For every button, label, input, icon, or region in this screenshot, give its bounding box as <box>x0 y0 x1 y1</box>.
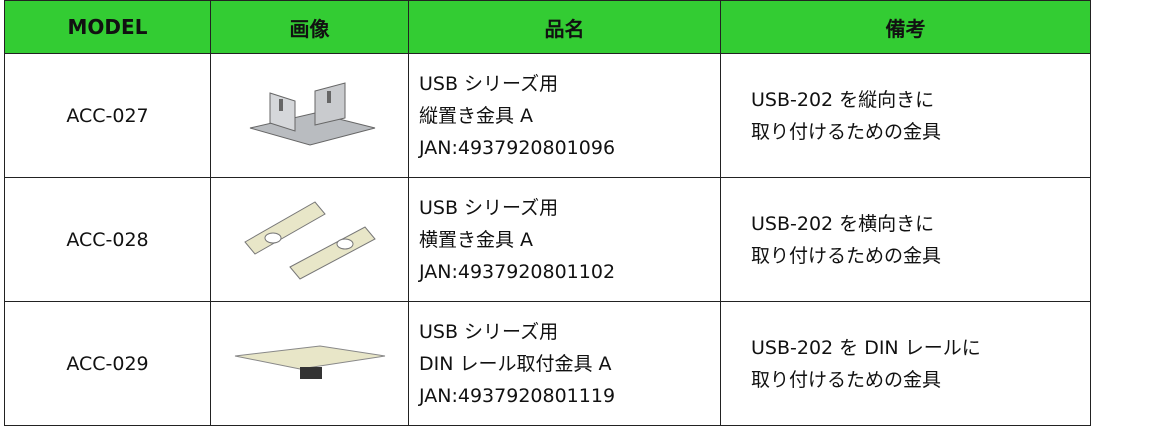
note-cell: USB-202 を横向きに 取り付けるための金具 <box>720 177 1091 302</box>
accessory-table: MODEL 画像 品名 備考 ACC-027 USB シリーズ用 縦置き金具 A JAN:4… <box>4 0 1091 426</box>
name-line: JAN:4937920801102 <box>419 260 616 283</box>
name-cell: USB シリーズ用 DIN レール取付金具 A JAN:4937920801119 <box>408 301 721 426</box>
note-cell: USB-202 を DIN レールに 取り付けるための金具 <box>720 301 1091 426</box>
image-cell <box>210 177 409 302</box>
table-row: ACC-029 USB シリーズ用 DIN レール取付金具 A JAN:4937920… <box>4 301 1091 426</box>
product-image <box>249 82 375 146</box>
image-cell <box>210 53 409 178</box>
name-line: USB シリーズ用 <box>419 320 559 343</box>
name-line: USB シリーズ用 <box>419 196 559 219</box>
note-line: 取り付けるための金具 <box>751 120 942 143</box>
name-line: 縦置き金具 A <box>419 104 534 127</box>
note-line: 取り付けるための金具 <box>751 244 942 267</box>
note-line: USB-202 を DIN レールに <box>751 336 981 359</box>
table-row: ACC-027 USB シリーズ用 縦置き金具 A JAN:4937920801096… <box>4 53 1091 178</box>
header-cell: 画像 <box>210 0 409 54</box>
name-line: 横置き金具 A <box>419 228 534 251</box>
image-cell <box>210 301 409 426</box>
model-cell: ACC-027 <box>4 53 211 178</box>
table-row: ACC-028 USB シリーズ用 横置き金具 A JAN:4937920801102… <box>4 177 1091 302</box>
name-line: JAN:4937920801119 <box>419 384 616 407</box>
name-cell: USB シリーズ用 縦置き金具 A JAN:4937920801096 <box>408 53 721 178</box>
name-line: USB シリーズ用 <box>419 72 559 95</box>
model-cell: ACC-028 <box>4 177 211 302</box>
name-line: DIN レール取付金具 A <box>419 352 612 375</box>
name-cell: USB シリーズ用 横置き金具 A JAN:4937920801102 <box>408 177 721 302</box>
header-cell: 品名 <box>408 0 721 54</box>
header-cell: 備考 <box>720 0 1091 54</box>
note-line: USB-202 を縦向きに <box>751 88 935 111</box>
note-line: 取り付けるための金具 <box>751 368 942 391</box>
header-row: MODEL 画像 品名 備考 <box>4 0 1091 54</box>
model-cell: ACC-029 <box>4 301 211 426</box>
name-line: JAN:4937920801096 <box>419 136 616 159</box>
note-line: USB-202 を横向きに <box>751 212 935 235</box>
note-cell: USB-202 を縦向きに 取り付けるための金具 <box>720 53 1091 178</box>
product-image <box>234 345 385 379</box>
product-image <box>243 201 376 280</box>
header-cell: MODEL <box>4 0 211 54</box>
